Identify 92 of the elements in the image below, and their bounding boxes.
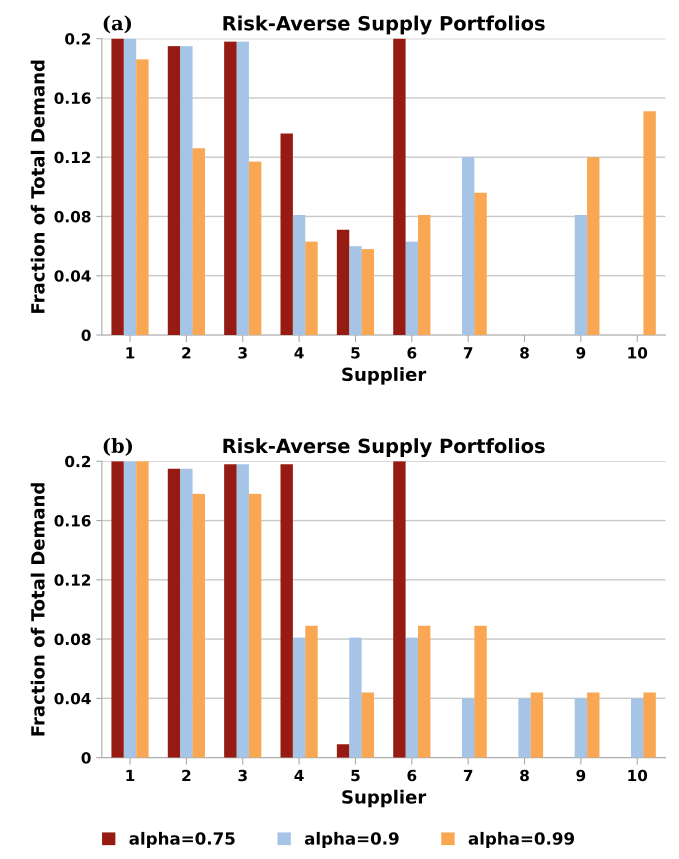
text: (a) [104,15,131,34]
bar [587,157,600,336]
bar [574,698,588,758]
y-tick-label: 0 [82,329,91,342]
y-tick-label: 0.04 [54,270,91,282]
y-axis-title: Fraction of Total Demand [30,483,45,736]
bar [393,38,406,336]
y-tick-label: 0.12 [54,152,90,164]
bar [111,461,124,758]
x-tick-label: 6 [407,347,416,359]
bar [336,230,350,336]
y-tick-label: 0.2 [65,33,90,45]
bar [292,638,306,758]
bar [530,692,544,758]
bar [136,59,149,336]
x-tick-label: 5 [351,347,360,359]
bar [192,148,205,336]
bar [280,464,293,758]
bar [349,638,362,758]
bar [111,38,124,336]
bar [192,494,205,758]
x-tick-label: 7 [464,347,472,358]
x-tick-label: 3 [238,347,247,359]
bar [631,698,644,758]
bar [643,111,656,336]
x-tick-label: 10 [628,770,648,782]
bar [418,214,430,336]
bar [518,698,531,758]
text: (b) [104,438,132,456]
bar [643,692,656,758]
bar [124,38,136,336]
bar [248,162,262,336]
x-tick-label: 5 [351,770,360,782]
y-tick-label: 0.16 [54,92,91,104]
x-tick-label: 2 [182,347,190,358]
chart-title: Risk-Averse Supply Portfolios [223,438,545,458]
bar [336,744,350,758]
bar [305,626,318,758]
bar [462,157,474,336]
x-tick-label: 7 [464,770,472,782]
bar [180,46,193,336]
bar [574,214,588,336]
x-tick-label: 10 [628,347,648,359]
bar [292,214,306,336]
bar [236,42,249,336]
bar [474,192,487,336]
x-tick-label: 1 [126,770,134,782]
bar [474,626,487,758]
bar [180,468,193,758]
x-tick-label: 3 [238,770,247,782]
bar [587,692,600,758]
x-tick-label: 8 [520,770,529,782]
bar [248,494,262,758]
bar [462,698,474,758]
bar [236,464,249,758]
y-tick-label: 0.04 [54,692,91,704]
y-tick-label: 0.08 [54,634,90,646]
bar [393,461,406,758]
bar [124,461,136,758]
x-tick-label: 8 [520,347,529,359]
bar [224,464,237,758]
y-tick-label: 0.16 [54,515,91,527]
x-tick-label: 1 [126,347,134,358]
x-axis-title: Supplier [342,367,426,385]
bar [406,638,418,758]
bar [362,692,374,758]
x-tick-label: 9 [576,347,586,359]
y-tick-label: 0.12 [54,574,90,586]
legend-label: alpha=0.75 [129,832,235,848]
bar [168,46,180,336]
y-axis-title: Fraction of Total Demand [30,60,45,313]
legend-label: alpha=0.9 [304,832,399,848]
bar [418,626,430,758]
legend-label: alpha=0.99 [468,832,574,848]
x-tick-label: 2 [182,770,190,782]
x-tick-label: 6 [407,770,416,782]
bar [224,42,237,336]
bar [136,461,149,758]
x-axis-title: Supplier [342,790,426,808]
x-tick-label: 4 [294,770,304,782]
x-tick-label: 4 [294,347,304,358]
bar [168,468,180,758]
bar [406,242,418,336]
chart-title: Risk-Averse Supply Portfolios [223,16,545,35]
bar [349,246,362,336]
y-tick-label: 0.2 [65,456,90,468]
bar [362,249,374,336]
y-tick-label: 0.08 [54,210,90,222]
bar [280,133,293,336]
x-tick-label: 9 [576,770,586,782]
bar [305,242,318,336]
y-tick-label: 0 [82,752,91,764]
